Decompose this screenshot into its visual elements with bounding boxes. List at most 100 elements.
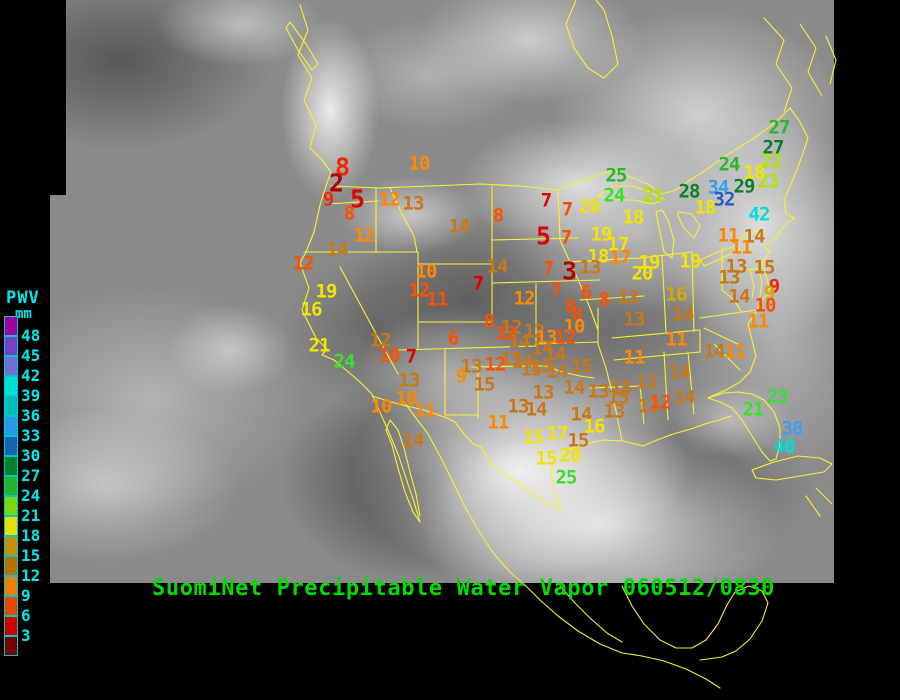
station-pwv-value: 13 <box>398 369 421 392</box>
station-pwv-value: 14 <box>563 376 586 399</box>
station-pwv-value: 9 <box>455 365 467 388</box>
station-pwv-value: 12 <box>369 329 392 352</box>
station-pwv-value: 14 <box>668 361 691 384</box>
station-pwv-value: 16 <box>665 283 688 306</box>
station-pwv-value: 12 <box>500 316 523 339</box>
colorbar-swatch <box>4 456 18 476</box>
station-pwv-value: 11 <box>426 288 449 311</box>
colorbar-swatch <box>4 356 18 376</box>
station-pwv-value: 10 <box>754 294 777 317</box>
station-pwv-value: 14 <box>508 330 531 353</box>
station-pwv-value: 13 <box>587 380 610 403</box>
station-pwv-value: 12 <box>353 224 376 247</box>
us-canada-border <box>330 183 559 191</box>
station-pwv-value: 13 <box>617 286 640 309</box>
colorbar-unit: mm <box>15 306 32 322</box>
station-pwv-value: 11 <box>717 224 740 247</box>
station-pwv-value: 21 <box>642 184 665 207</box>
station-pwv-value: 5 <box>535 221 551 251</box>
station-pwv-value: 14 <box>544 343 567 366</box>
station-pwv-value: 12 <box>484 353 507 376</box>
station-pwv-value: 8 <box>343 202 355 225</box>
colorbar-label: 18 <box>21 526 41 545</box>
station-pwv-value: 24 <box>603 184 626 207</box>
colorbar-label: 9 <box>21 586 31 605</box>
station-pwv-value: 20 <box>559 444 582 467</box>
colorbar-swatch <box>4 636 18 656</box>
station-pwv-value: 13 <box>579 256 602 279</box>
station-pwv-value: 12 <box>378 188 401 211</box>
colorbar-swatch <box>4 376 18 396</box>
station-pwv-value: 13 <box>507 395 530 418</box>
station-pwv-value: 19 <box>315 280 338 303</box>
colorbar-label: 42 <box>21 366 41 385</box>
station-pwv-value: 13 <box>623 308 646 331</box>
station-pwv-value: 32 <box>713 188 736 211</box>
station-pwv-value: 11 <box>665 328 688 351</box>
lake-erie <box>699 245 741 267</box>
station-pwv-value: 13 <box>603 400 626 423</box>
image-border-wedge <box>50 0 66 195</box>
station-pwv-value: 19 <box>679 250 702 273</box>
station-pwv-value: 14 <box>531 337 554 360</box>
station-pwv-value: 11 <box>747 310 770 333</box>
satellite-imagery <box>50 0 834 583</box>
station-pwv-value: 14 <box>448 215 471 238</box>
station-pwv-value: 11 <box>487 411 510 434</box>
lake-superior <box>597 185 665 205</box>
station-pwv-value: 17 <box>607 233 630 256</box>
station-pwv-value: 12 <box>554 326 577 349</box>
station-pwv-value: 12 <box>523 320 546 343</box>
station-pwv-value: 20 <box>578 195 601 218</box>
station-pwv-value: 38 <box>781 417 804 440</box>
colorbar-swatch <box>4 516 18 536</box>
colorbar-label: 3 <box>21 626 31 645</box>
station-pwv-value: 8 <box>483 310 495 333</box>
station-pwv-value: 18 <box>694 196 717 219</box>
station-pwv-value: 14 <box>546 360 569 383</box>
station-pwv-value: 11 <box>724 340 747 363</box>
station-pwv-value: 25 <box>555 466 578 489</box>
station-pwv-value: 9 <box>763 282 775 305</box>
station-pwv-value: 14 <box>486 255 509 278</box>
station-pwv-value: 7 <box>542 257 554 280</box>
station-pwv-value: 23 <box>757 170 780 193</box>
station-pwv-value: 19 <box>590 223 613 246</box>
station-pwv-value: 13 <box>718 266 741 289</box>
station-pwv-value: 15 <box>473 373 496 396</box>
colorbar-swatch <box>4 596 18 616</box>
station-pwv-value: 17 <box>609 246 632 269</box>
station-pwv-value: 10 <box>370 395 393 418</box>
colorbar-title: PWV <box>6 288 40 308</box>
station-pwv-value: 13 <box>460 355 483 378</box>
station-pwv-value: 11 <box>414 399 437 422</box>
station-pwv-value: 7 <box>560 226 572 249</box>
colorbar-label: 15 <box>21 546 41 565</box>
station-pwv-value: 22 <box>760 150 783 173</box>
station-pwv-value: 10 <box>408 152 431 175</box>
station-pwv-value: 18 <box>743 161 766 184</box>
colorbar-swatch <box>4 536 18 556</box>
colorbar-swatch <box>4 436 18 456</box>
station-pwv-value: 7 <box>550 279 562 302</box>
maritimes-coastline <box>763 17 837 113</box>
colorbar-label: 45 <box>21 346 41 365</box>
station-pwv-value: 15 <box>570 355 593 378</box>
station-pwv-value: 13 <box>532 381 555 404</box>
station-pwv-value: 14 <box>703 340 726 363</box>
colorbar-swatch <box>4 576 18 596</box>
station-pwv-value: 14 <box>672 303 695 326</box>
northeast-coastline <box>707 107 809 399</box>
station-pwv-value: 10 <box>563 315 586 338</box>
station-pwv-value: 13 <box>500 348 523 371</box>
colorbar-label: 39 <box>21 386 41 405</box>
station-pwv-value: 9 <box>768 275 780 298</box>
station-pwv-value: 17 <box>546 422 569 445</box>
pacific-coastline <box>297 4 421 523</box>
lake-huron <box>677 211 701 239</box>
station-pwv-value: 8 <box>334 152 350 182</box>
station-pwv-value: 15 <box>607 386 630 409</box>
station-pwv-value: 13 <box>535 326 558 349</box>
